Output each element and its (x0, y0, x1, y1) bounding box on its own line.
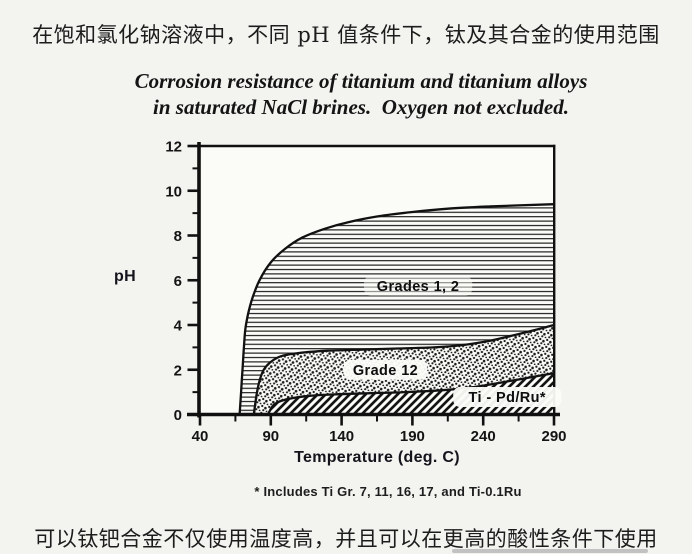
figure-title-line1: Corrosion resistance of titanium and tit… (134, 69, 588, 93)
x-tick-label: 90 (262, 428, 279, 445)
x-tick-label: 290 (541, 428, 566, 445)
region-label-ti-pd-ru: Ti - Pd/Ru* (469, 390, 546, 406)
y-tick-label: 4 (174, 318, 183, 335)
y-tick-label: 8 (174, 228, 182, 245)
y-tick-label: 10 (165, 183, 182, 200)
x-tick-label: 140 (329, 428, 354, 445)
region-boundary-ti-pd-ru (266, 371, 555, 415)
x-tick-label: 190 (400, 428, 425, 445)
figure-footnote: * Includes Ti Gr. 7, 11, 16, 17, and Ti-… (254, 484, 522, 499)
y-tick-label: 0 (174, 407, 182, 424)
ticks-group: 40 90 140 190 240 290 0 2 4 6 8 10 12 (165, 139, 566, 446)
figure-title-line2: in saturated NaCl brines. Oxygen not exc… (153, 95, 569, 119)
y-tick-label: 2 (174, 362, 182, 379)
region-label-grade-12: Grade 12 (353, 363, 418, 379)
x-tick-label: 40 (192, 428, 209, 445)
bottom-caption-zh: 可以钛钯合金不仅使用温度高，并且可以在更高的酸性条件下使用 (34, 527, 658, 551)
region-boundary-grades-1-2 (238, 203, 555, 415)
region-boundary-grade-12 (252, 323, 555, 415)
figure-title: Corrosion resistance of titanium and tit… (30, 68, 692, 120)
y-axis-title: pH (114, 268, 136, 285)
region-label-bg-grades-1-2 (364, 275, 473, 296)
region-label-grades-1-2: Grades 1, 2 (377, 279, 460, 295)
x-tick-label: 240 (471, 428, 496, 445)
y-tick-label: 6 (174, 273, 182, 290)
top-caption-zh: 在饱和氯化钠溶液中，不同 pH 值条件下，钛及其合金的使用范围 (32, 23, 660, 47)
region-labels-group: Grades 1, 2 Grade 12 Ti - Pd/Ru* (343, 275, 562, 407)
region-label-bg-grade-12 (343, 359, 428, 380)
y-tick-label: 12 (165, 139, 182, 156)
region-label-bg-ti-pd-ru (453, 387, 562, 407)
scan-artifact-strip (452, 549, 648, 553)
x-axis-title: Temperature (deg. C) (294, 449, 460, 466)
